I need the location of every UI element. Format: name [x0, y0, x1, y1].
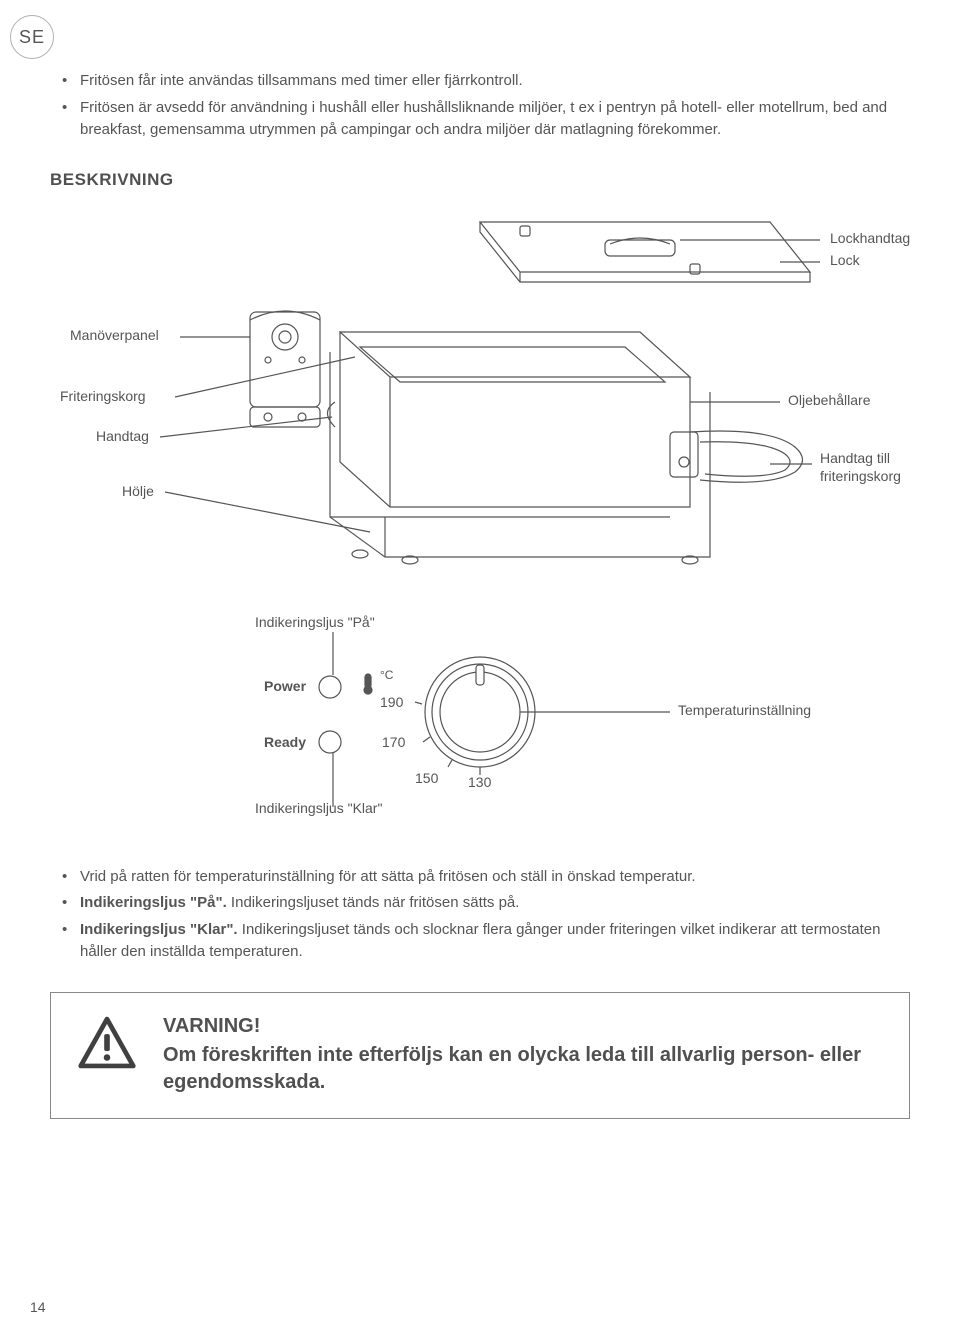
warning-text: VARNING! Om föreskriften inte efterföljs…: [163, 1015, 883, 1096]
temp-130: 130: [468, 774, 491, 790]
label-indik-klar: Indikeringsljus "Klar": [255, 800, 382, 816]
temp-150: 150: [415, 770, 438, 786]
label-handtag-till: Handtag till: [820, 450, 890, 466]
label-manoverpanel: Manöverpanel: [70, 327, 159, 343]
label-holje: Hölje: [122, 483, 154, 499]
label-lock: Lock: [830, 252, 860, 268]
label-handtag: Handtag: [96, 428, 149, 444]
label-ready: Ready: [264, 734, 306, 750]
label-friteringskorg2: friteringskorg: [820, 468, 901, 484]
section-heading: BESKRIVNING: [50, 170, 910, 190]
intro-bullet: Fritösen får inte användas tillsammans m…: [80, 70, 910, 93]
usage-bullet: Indikeringsljus "På". Indikeringsljuset …: [80, 892, 910, 915]
label-friteringskorg: Friteringskorg: [60, 388, 146, 404]
fryer-svg: [50, 202, 910, 582]
temp-170: 170: [382, 734, 405, 750]
label-lockhandtag: Lockhandtag: [830, 230, 910, 246]
control-panel-diagram: Indikeringsljus "På" Power Ready °C 190 …: [50, 612, 910, 842]
temp-190: 190: [380, 694, 403, 710]
intro-bullet-list: Fritösen får inte användas tillsammans m…: [50, 70, 910, 142]
label-temp-setting: Temperaturinställning: [678, 702, 811, 718]
page-number: 14: [30, 1299, 46, 1315]
panel-svg: [50, 612, 910, 842]
warning-body: Om föreskriften inte efterföljs kan en o…: [163, 1042, 883, 1096]
page-content: Fritösen får inte användas tillsammans m…: [50, 70, 910, 1119]
label-oljebehallare: Oljebehållare: [788, 392, 871, 408]
language-badge: SE: [10, 15, 54, 59]
warning-icon: [77, 1015, 137, 1075]
warning-box: VARNING! Om föreskriften inte efterföljs…: [50, 992, 910, 1119]
label-celsius: °C: [380, 668, 393, 682]
usage-bullet-list: Vrid på ratten för temperaturinställning…: [50, 866, 910, 964]
intro-bullet: Fritösen är avsedd för användning i hush…: [80, 97, 910, 142]
warning-title: VARNING!: [163, 1015, 883, 1038]
usage-bullet: Indikeringsljus "Klar". Indikeringsljuse…: [80, 919, 910, 964]
label-power: Power: [264, 678, 306, 694]
fryer-diagram: Lockhandtag Lock Manöverpanel Friterings…: [50, 202, 910, 582]
usage-bullet: Vrid på ratten för temperaturinställning…: [80, 866, 910, 889]
label-indik-pa: Indikeringsljus "På": [255, 614, 375, 630]
